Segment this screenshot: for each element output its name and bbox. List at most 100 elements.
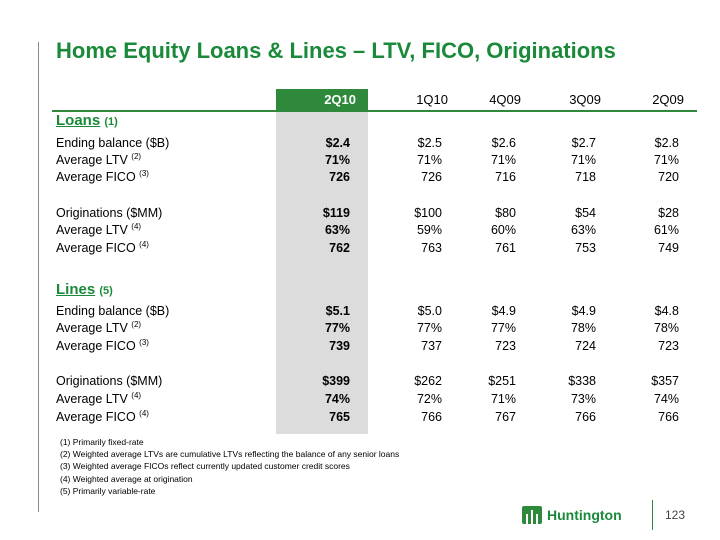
value-2q10: 63% xyxy=(324,223,350,237)
value-2q09: 749 xyxy=(658,241,679,255)
value-2q10: 739 xyxy=(329,339,350,353)
current-quarter-header-band xyxy=(276,89,368,111)
current-quarter-column-shade xyxy=(276,89,368,434)
table-row: Average FICO (3) 739 737 723 724 723 xyxy=(0,338,720,355)
value-4q09: $4.9 xyxy=(491,304,516,318)
value-1q10: $262 xyxy=(414,374,442,388)
table-row: Average LTV (2) 71% 71% 71% 71% 71% xyxy=(0,152,720,169)
value-4q09: 767 xyxy=(495,410,516,424)
value-2q09: 723 xyxy=(658,339,679,353)
value-2q10: 74% xyxy=(324,392,350,406)
footnote-4: (4) Weighted average at origination xyxy=(60,473,193,484)
value-2q09: $2.8 xyxy=(654,136,679,150)
value-2q09: 71% xyxy=(653,153,679,167)
value-2q10: $5.1 xyxy=(325,304,350,318)
table-row: Originations ($MM) $399 $262 $251 $338 $… xyxy=(0,373,720,390)
value-3q09: $2.7 xyxy=(571,136,596,150)
row-label: Average LTV (2) xyxy=(56,151,142,167)
logo-mark-icon xyxy=(522,506,542,524)
row-label: Average LTV (4) xyxy=(56,221,142,237)
value-1q10: $2.5 xyxy=(417,136,442,150)
value-4q09: 723 xyxy=(495,339,516,353)
value-3q09: 78% xyxy=(570,321,596,335)
value-1q10: $5.0 xyxy=(417,304,442,318)
header-rule xyxy=(52,110,697,112)
value-3q09: 724 xyxy=(575,339,596,353)
value-4q09: 71% xyxy=(490,392,516,406)
footnote-3: (3) Weighted average FICOs reflect curre… xyxy=(60,461,350,472)
value-1q10: 71% xyxy=(416,153,442,167)
row-label: Average FICO (3) xyxy=(56,168,149,184)
column-header-4q09: 4Q09 xyxy=(489,92,521,107)
column-header-2q10: 2Q10 xyxy=(324,92,356,107)
table-row: Average FICO (4) 765 766 767 766 766 xyxy=(0,409,720,426)
footer-divider xyxy=(652,500,653,530)
footnote-2: (2) Weighted average LTVs are cumulative… xyxy=(60,449,400,460)
row-label: Average LTV (4) xyxy=(56,390,142,406)
table-row: Ending balance ($B) $5.1 $5.0 $4.9 $4.9 … xyxy=(0,303,720,320)
value-2q10: 726 xyxy=(329,170,350,184)
value-1q10: 77% xyxy=(416,321,442,335)
value-2q10: $119 xyxy=(322,206,350,220)
footnotes: (1) Primarily fixed-rate (2) Weighted av… xyxy=(60,436,399,497)
row-label: Originations ($MM) xyxy=(56,374,163,388)
value-2q09: 78% xyxy=(653,321,679,335)
loans-section-heading: Loans (1) xyxy=(0,112,720,129)
lines-heading: Lines (5) xyxy=(56,281,113,298)
table-row: Average FICO (3) 726 726 716 718 720 xyxy=(0,169,720,186)
value-1q10: 59% xyxy=(416,223,442,237)
value-2q10: 762 xyxy=(329,241,350,255)
value-4q09: 71% xyxy=(490,153,516,167)
value-3q09: 71% xyxy=(570,153,596,167)
value-1q10: 737 xyxy=(421,339,442,353)
row-label: Average FICO (3) xyxy=(56,337,149,353)
value-3q09: 753 xyxy=(575,241,596,255)
huntington-logo: Huntington xyxy=(522,505,622,525)
value-2q09: $4.8 xyxy=(654,304,679,318)
value-4q09: $80 xyxy=(495,206,516,220)
footnote-1: (1) Primarily fixed-rate xyxy=(60,437,144,447)
value-4q09: 761 xyxy=(495,241,516,255)
value-2q10: 765 xyxy=(329,410,350,424)
value-4q09: $2.6 xyxy=(491,136,516,150)
value-1q10: 766 xyxy=(421,410,442,424)
value-3q09: 718 xyxy=(575,170,596,184)
value-2q09: 74% xyxy=(653,392,679,406)
value-2q09: 61% xyxy=(653,223,679,237)
value-3q09: 766 xyxy=(575,410,596,424)
logo-text: Huntington xyxy=(547,507,622,523)
value-2q10: $2.4 xyxy=(325,136,350,150)
table-row: Ending balance ($B) $2.4 $2.5 $2.6 $2.7 … xyxy=(0,135,720,152)
value-1q10: 72% xyxy=(416,392,442,406)
value-4q09: $251 xyxy=(488,374,516,388)
value-4q09: 716 xyxy=(495,170,516,184)
value-2q09: $28 xyxy=(658,206,679,220)
value-1q10: 763 xyxy=(421,241,442,255)
value-3q09: 63% xyxy=(570,223,596,237)
column-header-2q09: 2Q09 xyxy=(652,92,684,107)
value-2q09: $357 xyxy=(651,374,679,388)
value-1q10: $100 xyxy=(414,206,442,220)
value-3q09: $338 xyxy=(568,374,596,388)
value-2q09: 766 xyxy=(658,410,679,424)
table-row: Originations ($MM) $119 $100 $80 $54 $28 xyxy=(0,205,720,222)
table-row: Average LTV (2) 77% 77% 77% 78% 78% xyxy=(0,320,720,337)
lines-section-heading: Lines (5) xyxy=(0,281,720,298)
column-header-1q10: 1Q10 xyxy=(416,92,448,107)
column-header-3q09: 3Q09 xyxy=(569,92,601,107)
page-number: 123 xyxy=(665,508,686,522)
value-3q09: $54 xyxy=(575,206,596,220)
row-label: Ending balance ($B) xyxy=(56,304,170,318)
table-row: Average LTV (4) 74% 72% 71% 73% 74% xyxy=(0,391,720,408)
value-2q10: $399 xyxy=(322,374,350,388)
value-2q09: 720 xyxy=(658,170,679,184)
value-4q09: 60% xyxy=(490,223,516,237)
value-2q10: 77% xyxy=(324,321,350,335)
slide-title: Home Equity Loans & Lines – LTV, FICO, O… xyxy=(56,38,616,63)
row-label: Average FICO (4) xyxy=(56,239,149,255)
footnote-5: (5) Primarily variable-rate xyxy=(60,485,156,496)
row-label: Originations ($MM) xyxy=(56,206,163,220)
row-label: Average FICO (4) xyxy=(56,408,149,424)
value-3q09: $4.9 xyxy=(571,304,596,318)
row-label: Ending balance ($B) xyxy=(56,136,170,150)
